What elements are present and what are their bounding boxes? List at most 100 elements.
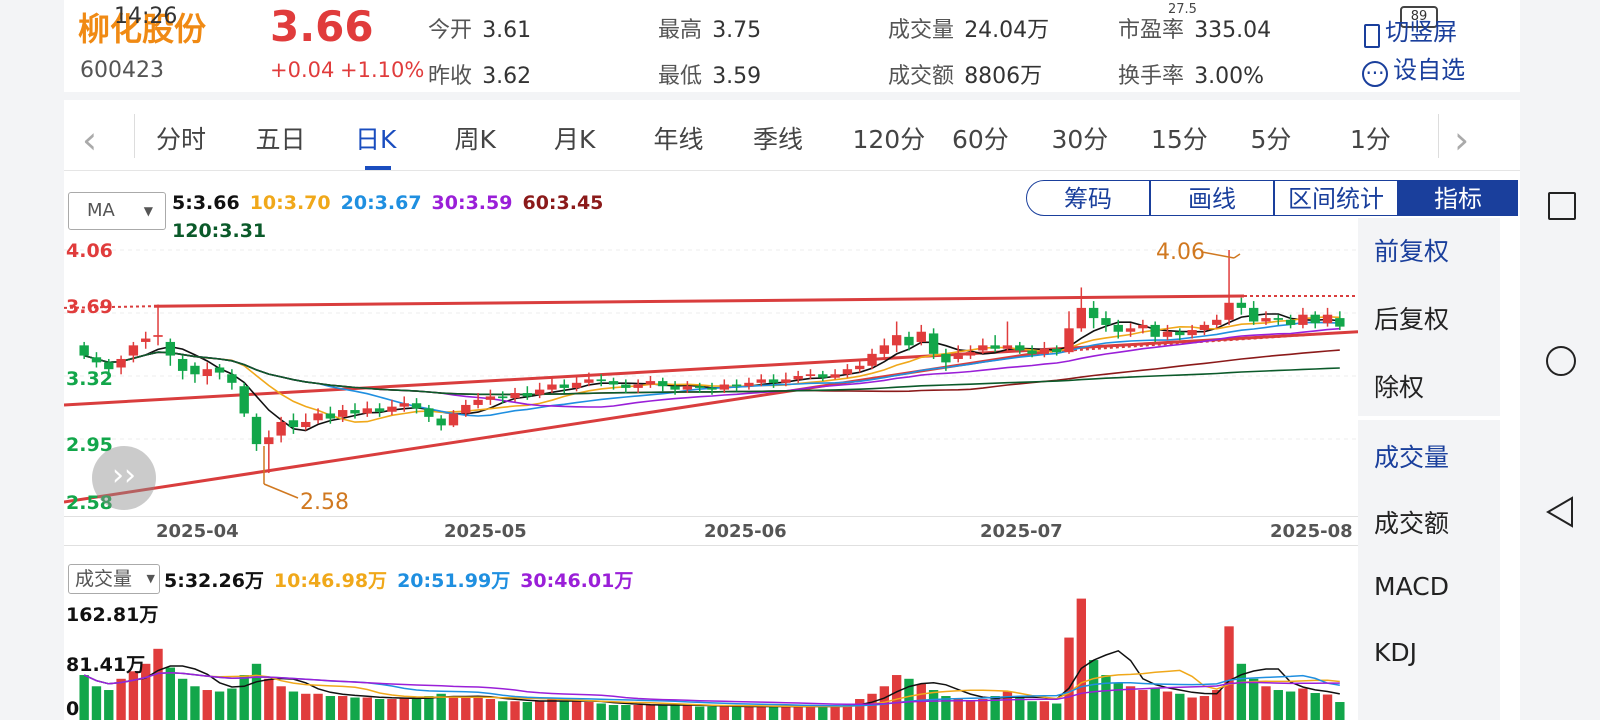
candle [695,386,705,388]
tool-button-0[interactable]: 筹码 [1026,180,1150,216]
volume-bar [338,696,348,720]
volume-bar [559,701,569,720]
candle [104,362,114,370]
tab-10[interactable]: 15分 [1151,125,1208,154]
tab-divider-right [1438,114,1439,158]
side-menu-item-3[interactable]: 成交量 [1374,443,1450,472]
volume-bar [1101,675,1111,720]
candle [818,374,828,378]
candle [510,393,520,399]
tab-3[interactable]: 周K [454,125,496,154]
expand-arrows-icon[interactable]: ›› [92,446,156,510]
volume-bar [190,686,200,720]
low-label: 最低 [658,64,703,89]
volume-bar [165,667,176,720]
volume-bar [79,675,89,720]
tab-5[interactable]: 年线 [653,125,704,154]
volume-bar [928,690,939,720]
volume-bar [768,706,779,720]
volume-indicator-select[interactable]: 成交量 ▼ [68,564,160,594]
side-menu-item-1[interactable]: 后复权 [1374,305,1450,334]
tab-2[interactable]: 日K [355,125,397,154]
tool-button-3[interactable]: 指标 [1398,180,1518,216]
date-axis-label: 2025-07 [980,521,1063,542]
ma-select-label: MA [87,200,115,221]
volume-bar [990,696,1000,720]
volume-bar [1310,693,1320,720]
trendline-upper [153,294,1245,308]
candle [227,374,237,383]
volume-bar [116,678,126,720]
candle [768,379,779,383]
volume-bar [214,691,225,720]
chevron-left-icon[interactable]: ‹ [82,118,98,162]
volume-bar [621,705,631,720]
side-menu-item-5[interactable]: MACD [1374,572,1449,601]
tab-4[interactable]: 月K [554,125,596,154]
volume-bar [670,705,680,720]
candle [633,384,643,388]
high-value: 3.75 [712,18,762,43]
tool-button-1[interactable]: 画线 [1150,180,1274,216]
volume-bar [842,705,853,720]
volume-bar [350,697,360,720]
volume-bar [1150,688,1160,720]
side-menu-item-6[interactable]: KDJ [1374,638,1418,667]
header-divider [64,92,1520,100]
tab-8[interactable]: 60分 [952,125,1009,154]
pe-stat: 市盈率 335.04 [1118,12,1271,44]
tool-button-2[interactable]: 区间统计 [1274,180,1398,216]
candle [1125,328,1136,332]
tab-1[interactable]: 五日 [255,125,306,154]
candle [719,384,729,390]
volume-bar [719,706,729,720]
volume-bar [510,701,520,720]
candle [904,336,914,346]
tab-11[interactable]: 5分 [1250,125,1292,154]
volume-bar [1125,686,1136,720]
kline-chart[interactable] [64,236,1358,526]
volume-bar [953,699,963,720]
tab-9[interactable]: 30分 [1051,125,1109,154]
candle [1039,348,1050,354]
volume-bar [781,706,791,720]
candle [781,379,791,383]
tab-0[interactable]: 分时 [156,125,207,154]
android-nav-bar [1520,0,1600,720]
side-menu-item-2[interactable]: 除权 [1374,373,1425,402]
candle [744,382,754,387]
candle [325,413,336,419]
home-icon[interactable] [1546,346,1576,376]
volume-bar [904,678,914,720]
ma-indicator-select[interactable]: MA ▼ [68,192,166,230]
pe-value: 335.04 [1194,18,1272,43]
vol-ma-line-30 [83,671,1340,706]
candle [990,345,1000,349]
volume-legend: 5:32.26万 10:46.98万 20:51.99万 30:46.01万 [164,566,643,593]
chevron-right-icon[interactable]: › [1454,118,1470,162]
volume-chart[interactable] [64,594,1358,720]
landscape-toggle[interactable]: 切竖屏 [1364,12,1457,48]
ma-legend: 5:3.66 10:3.70 20:3.67 30:3.59 60:3.45 [172,192,613,214]
tab-7[interactable]: 120分 [852,125,926,154]
volume-bar [128,671,139,720]
add-watchlist-button[interactable]: ··· 设自选 [1362,50,1465,87]
volume-bar [1039,701,1050,720]
candle [793,376,803,380]
recent-apps-icon[interactable] [1548,192,1576,220]
price-axis-label: 2.95 [66,434,113,456]
volume-bar [1322,694,1333,720]
back-icon[interactable] [1546,496,1574,528]
open-stat: 今开 3.61 [428,12,531,44]
candle [485,396,496,400]
candle [928,333,939,354]
amount-label: 成交额 [888,64,955,89]
prev-close-value: 3.62 [482,64,532,89]
candle [141,338,151,342]
side-menu-item-0[interactable]: 前复权 [1374,237,1450,266]
volume-bar [239,675,249,720]
tab-6[interactable]: 季线 [753,125,804,154]
side-menu-divider [1358,416,1500,420]
tab-12[interactable]: 1分 [1350,125,1391,154]
side-menu-item-4[interactable]: 成交额 [1374,509,1450,538]
